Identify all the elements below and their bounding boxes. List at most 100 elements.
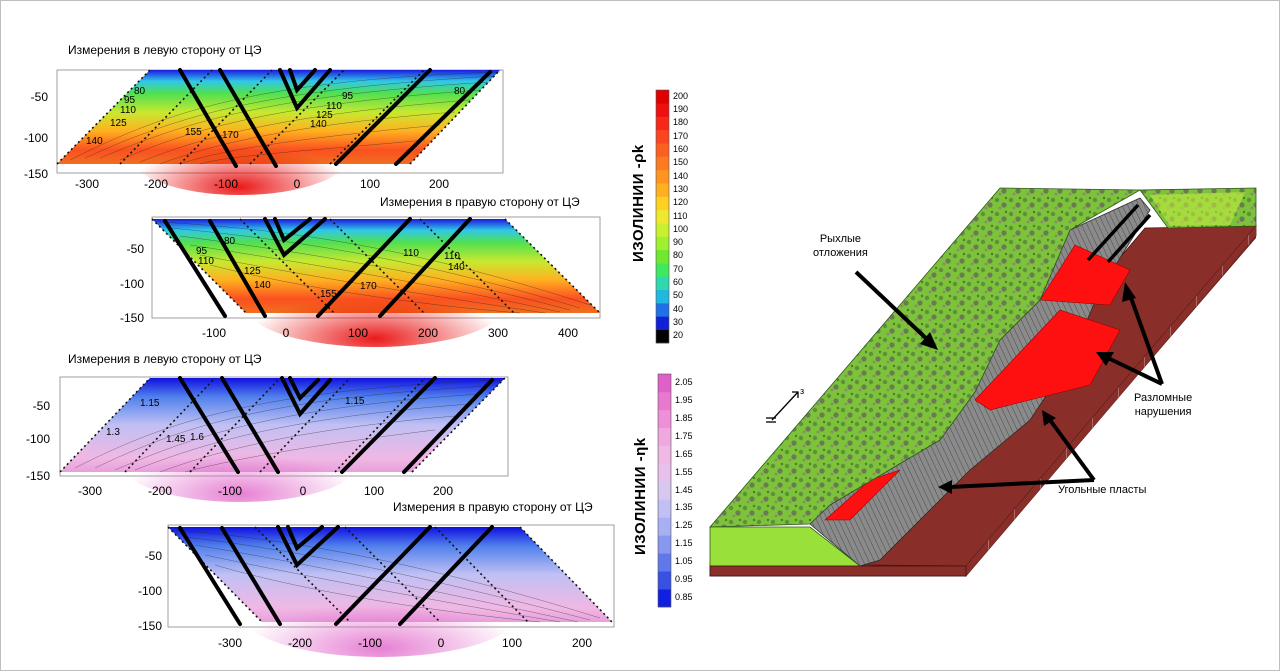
panel-3-plot	[59, 376, 509, 502]
colorbar-segment	[656, 209, 669, 224]
colorbar-segment	[658, 517, 671, 536]
panel-4-plot	[167, 524, 615, 657]
contour-label: 1.6	[190, 432, 204, 443]
colorbar-value: 0.85	[675, 592, 693, 603]
x-tick: 200	[432, 484, 454, 498]
colorbar-segment	[656, 103, 669, 117]
colorbar-value: 1.95	[675, 394, 693, 405]
contour-label: 80	[134, 86, 146, 97]
colorbar-segment	[658, 535, 671, 554]
y-tick: -100	[23, 131, 48, 145]
x-tick: -100	[357, 636, 383, 650]
x-tick: 0	[299, 484, 307, 498]
colorbar-value: 1.55	[675, 466, 693, 477]
y-tick: -100	[137, 584, 162, 598]
colorbar-value: 80	[673, 250, 684, 261]
colorbar-value: 50	[673, 290, 684, 301]
contour-label: 140	[86, 136, 103, 147]
panel-1-title: Измерения в левую сторону от ЦЭ	[68, 43, 262, 57]
colorbar-value: 100	[673, 223, 689, 234]
y-tick: -150	[119, 311, 144, 325]
contour-label: 1.3	[106, 427, 120, 438]
y-tick: -50	[32, 399, 50, 413]
colorbar-value: 1.25	[675, 520, 693, 531]
contour-label: 125	[110, 118, 127, 129]
contour-label: 95	[124, 95, 136, 106]
colorbar-segment	[658, 481, 671, 500]
colorbar-value: 60	[673, 277, 684, 288]
colorbar-polarizability	[657, 373, 672, 608]
x-tick: 200	[571, 636, 593, 650]
colorbar-value: 70	[673, 263, 684, 274]
colorbar-polarizability-title: ИЗОЛИНИИ -ηk	[632, 437, 649, 555]
colorbar-value: 110	[673, 210, 688, 221]
colorbar-value: 200	[673, 90, 689, 101]
colorbar-segment	[656, 263, 669, 277]
colorbar-value: 160	[673, 143, 689, 154]
x-tick: 100	[501, 636, 523, 650]
coal-seams-label: Угольные пласты	[1058, 484, 1147, 496]
colorbar-resistivity	[655, 89, 670, 344]
colorbar-segment	[656, 90, 669, 104]
y-tick: -100	[25, 432, 50, 446]
loose-deposits-label: Рыхлые отложения	[813, 232, 868, 260]
colorbar-value: 180	[673, 117, 689, 128]
colorbar-value: 20	[673, 330, 684, 341]
fault-zones-line-1: Разломные	[1134, 392, 1193, 404]
contour-label: 1.15	[345, 396, 365, 407]
panel-4-title: Измерения в правую сторону от ЦЭ	[393, 500, 593, 514]
colorbar-value: 170	[673, 130, 689, 141]
contour-label: 1.45	[166, 434, 186, 445]
x-tick: -100	[201, 326, 227, 340]
fault-zones-line-2: нарушения	[1134, 406, 1192, 418]
y-tick: -50	[126, 242, 144, 256]
colorbar-segment	[658, 445, 671, 464]
colorbar-value: 1.85	[675, 412, 693, 423]
colorbar-segment	[656, 223, 669, 237]
colorbar-value: 1.75	[675, 430, 693, 441]
colorbar-value: 30	[673, 317, 684, 328]
x-tick: -300	[217, 636, 243, 650]
colorbar-value: 120	[673, 197, 689, 208]
x-tick: 0	[282, 326, 290, 340]
contour-label: 155	[185, 127, 202, 138]
colorbar-segment	[656, 249, 669, 264]
colorbar-value: 140	[673, 170, 689, 181]
colorbar-segment	[656, 316, 669, 330]
x-tick: 400	[557, 326, 579, 340]
y-tick: -150	[23, 167, 48, 181]
contour-label: 110	[198, 256, 214, 267]
x-tick: -300	[74, 177, 100, 191]
contour-label: 110	[326, 101, 342, 112]
colorbar-resistivity-title: ИЗОЛИНИИ -ρk	[630, 144, 647, 262]
x-tick: 100	[359, 177, 381, 191]
panel-2-title: Измерения в правую сторону от ЦЭ	[380, 195, 580, 209]
colorbar-value: 1.15	[675, 538, 693, 549]
colorbar-segment	[658, 374, 671, 393]
colorbar-value: 190	[673, 103, 689, 114]
colorbar-segment	[658, 391, 671, 411]
y-tick: -50	[30, 90, 48, 104]
colorbar-segment	[658, 553, 671, 572]
contour-label: 110	[403, 248, 419, 259]
x-tick: 100	[363, 484, 385, 498]
colorbar-value: 2.05	[675, 376, 693, 387]
contour-label: 110	[444, 251, 460, 262]
y-tick: -150	[25, 469, 50, 483]
colorbar-segment	[658, 463, 671, 482]
colorbar-value: 1.45	[675, 484, 693, 495]
colorbar-value: 1.35	[675, 502, 693, 513]
x-tick: -100	[217, 484, 243, 498]
contour-label: 110	[120, 105, 136, 116]
x-tick: -100	[213, 177, 239, 191]
colorbar-value: 1.05	[675, 556, 693, 567]
colorbar-value: 1.65	[675, 448, 693, 459]
contour-label: 95	[196, 246, 208, 257]
colorbar-segment	[656, 183, 669, 197]
colorbar-segment	[656, 276, 669, 291]
geological-block-3d	[709, 187, 1257, 578]
colorbar-segment	[658, 499, 671, 518]
contour-label: 80	[454, 86, 466, 97]
x-tick: -200	[143, 177, 169, 191]
